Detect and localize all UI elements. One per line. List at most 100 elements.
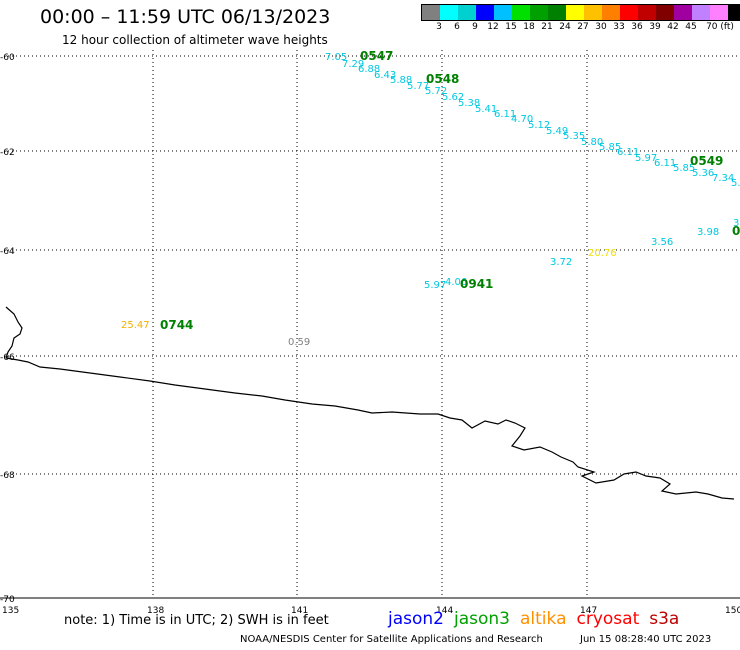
legend-label: 45 (685, 22, 697, 32)
pass-time-label: 0744 (160, 318, 193, 332)
swh-value: 5.49 (546, 126, 568, 137)
legend-swatch (422, 5, 440, 20)
legend-swatch (710, 5, 728, 20)
swh-value: 5.12 (528, 120, 550, 131)
swh-value: 6.11 (654, 158, 676, 169)
color-legend: 3 6 9 12 15 18 21 24 27 30 33 36 39 42 45 70 (ft) (421, 4, 740, 35)
satellite-name: jason2 (388, 609, 444, 629)
legend-label: 18 (523, 22, 535, 32)
legend-label: 27 (577, 22, 589, 32)
swh-value: 5.85 (673, 163, 695, 174)
legend-label: 39 (649, 22, 661, 32)
generation-timestamp: Jun 15 08:28:40 UTC 2023 (580, 634, 712, 645)
legend-label: 30 (595, 22, 607, 32)
legend-label: 42 (667, 22, 679, 32)
swh-value: 5.41 (475, 104, 497, 115)
legend-swatch (674, 5, 692, 20)
legend-swatch (728, 5, 740, 20)
lat-tick-label: -64 (0, 247, 15, 257)
swh-value: 3.72 (550, 257, 572, 268)
legend-swatch (620, 5, 638, 20)
swh-value: 5.35 (563, 131, 585, 142)
swh-value: 3.56 (651, 237, 673, 248)
lon-tick-label: 138 (147, 606, 164, 616)
legend-swatch (584, 5, 602, 20)
track-points: 7.057.296.886.435.885.77 0547 5.725.625.38… (121, 49, 740, 348)
map-grid (0, 50, 740, 599)
swh-value: 5.85 (599, 142, 621, 153)
swh-value: 3. (733, 218, 740, 229)
legend-swatch (458, 5, 476, 20)
swh-value: 5.62 (442, 92, 464, 103)
swh-value: 5.88 (390, 75, 412, 86)
legend-label: 21 (541, 22, 553, 32)
pass-time-label: 0941 (460, 277, 493, 291)
map-subtitle: 12 hour collection of altimeter wave hei… (62, 33, 328, 47)
swh-value: 0.59 (288, 337, 310, 348)
legend-swatch (656, 5, 674, 20)
lat-tick-label: -62 (0, 148, 15, 158)
satellite-name: jason3 (454, 609, 510, 629)
legend-swatch (638, 5, 656, 20)
swh-value: 7.29 (342, 59, 364, 70)
legend-label: 6 (454, 22, 460, 32)
swh-value: 5.80 (581, 137, 603, 148)
swh-value: 7.05 (325, 52, 347, 63)
legend-swatch (494, 5, 512, 20)
legend-swatch (692, 5, 710, 20)
swh-value: 25.47 (121, 320, 150, 331)
credit-line: NOAA/NESDIS Center for Satellite Applica… (240, 634, 543, 645)
pass-time-label-partial: 0 (732, 224, 740, 238)
coastline (5, 306, 735, 500)
legend-swatches (421, 4, 740, 21)
lon-tick-label: 135 (2, 606, 19, 616)
legend-swatch (530, 5, 548, 20)
legend-swatch (512, 5, 530, 20)
legend-label: 9 (472, 22, 478, 32)
legend-swatch (602, 5, 620, 20)
swh-value: 5.97 (635, 153, 657, 164)
pass-time-label: 0549 (690, 154, 723, 168)
swh-value: 6.11 (494, 109, 516, 120)
pass-time-label: 0547 (360, 49, 393, 63)
swh-value: 6.11 (617, 147, 639, 158)
swh-value: 6.88 (358, 64, 380, 75)
swh-value: 4.06 (445, 277, 467, 288)
legend-label: 24 (559, 22, 571, 32)
legend-swatch (566, 5, 584, 20)
legend-label: 3 (436, 22, 442, 32)
legend-label: 12 (487, 22, 499, 32)
lon-tick-label: 144 (436, 606, 453, 616)
legend-labels: 3 6 9 12 15 18 21 24 27 30 33 36 39 42 45 70 (ft) (421, 21, 740, 35)
swh-value: 5.97 (424, 280, 446, 291)
map-title: 00:00 – 11:59 UTC 06/13/2023 (40, 6, 331, 28)
satellite-name: s3a (649, 609, 680, 629)
axis-labels: 135 138 141 144 147 150-60-62-64-66-68-70 (0, 53, 740, 616)
swh-value: 5.38 (458, 98, 480, 109)
swh-value: 5.77 (407, 81, 429, 92)
pass-time-label: 0548 (426, 72, 459, 86)
swh-value: 6.43 (374, 70, 396, 81)
lat-tick-label: -68 (0, 471, 15, 481)
satellite-legend: jason2 jason3 altika cryosat s3a (388, 609, 689, 629)
swh-value: 4.70 (511, 114, 533, 125)
swh-value: 7.34 (712, 173, 734, 184)
legend-label: 36 (631, 22, 643, 32)
legend-label: 15 (505, 22, 517, 32)
swh-value: 5.72 (425, 86, 447, 97)
legend-label: 33 (613, 22, 625, 32)
lat-tick-label: -70 (0, 595, 15, 605)
lat-tick-label: -60 (0, 53, 15, 63)
legend-swatch (440, 5, 458, 20)
lon-tick-label: 147 (580, 606, 597, 616)
legend-swatch (476, 5, 494, 20)
swh-value: 5.36 (692, 168, 714, 179)
legend-label: 70 (ft) (706, 22, 734, 32)
lon-tick-label: 141 (291, 606, 308, 616)
satellite-name: cryosat (576, 609, 640, 629)
swh-value: 20.76 (588, 248, 617, 259)
footer-note: note: 1) Time is in UTC; 2) SWH is in fe… (64, 613, 329, 628)
satellite-name: altika (520, 609, 567, 629)
lon-tick-label: 150 (725, 606, 740, 616)
